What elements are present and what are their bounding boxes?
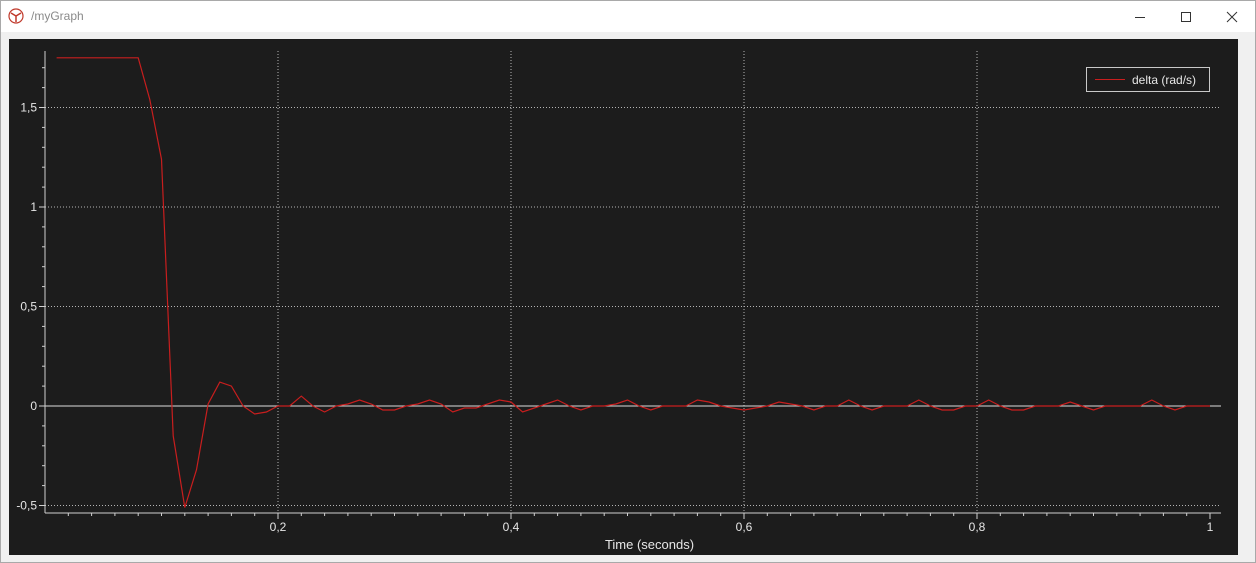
close-icon [1226, 11, 1238, 23]
x-axis-label: Time (seconds) [605, 537, 694, 552]
plot-area[interactable]: 0,2 0,4 0,6 0,8 1 -0,5 0 0,5 1 1,5 Time (seconds) [9, 39, 1238, 555]
legend-swatch [1095, 79, 1125, 80]
line-chart: 0,2 0,4 0,6 0,8 1 -0,5 0 0,5 1 1,5 Time (seconds) [16, 51, 1221, 552]
y-tick-label: 0 [30, 399, 37, 413]
title-bar[interactable]: /myGraph [1, 1, 1255, 32]
x-tick-label: 0,6 [736, 520, 753, 534]
y-tick-label: 1,5 [20, 101, 37, 115]
legend: delta (rad/s) [1086, 67, 1210, 92]
x-tick-label: 0,2 [270, 520, 287, 534]
minimize-icon [1134, 11, 1146, 23]
series-line-delta [56, 57, 1210, 508]
close-button[interactable] [1209, 1, 1255, 32]
minimize-button[interactable] [1117, 1, 1163, 32]
maximize-icon [1180, 11, 1192, 23]
y-tick-label: -0,5 [16, 499, 37, 513]
x-tick-label: 0,4 [503, 520, 520, 534]
x-tick-label: 0,8 [969, 520, 986, 534]
app-icon [8, 8, 24, 24]
x-tick-label: 1 [1207, 520, 1214, 534]
maximize-button[interactable] [1163, 1, 1209, 32]
window-title: /myGraph [31, 9, 84, 23]
y-tick-label: 0,5 [20, 300, 37, 314]
legend-label: delta (rad/s) [1132, 73, 1197, 87]
y-tick-label: 1 [30, 200, 37, 214]
